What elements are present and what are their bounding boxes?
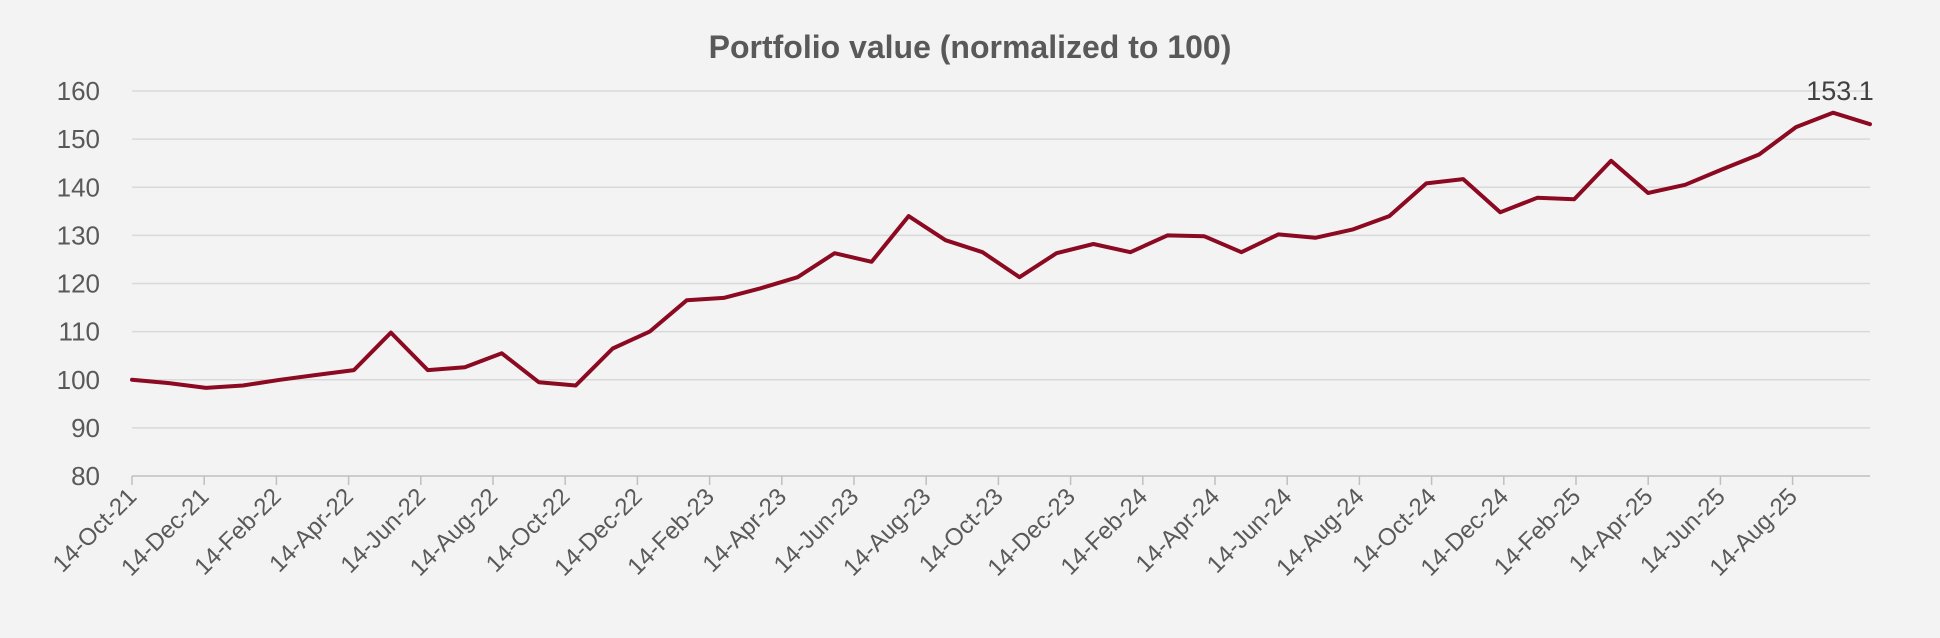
y-tick-label: 100: [57, 365, 100, 395]
end-value-label: 153.1: [1806, 76, 1874, 106]
y-tick-label: 110: [59, 317, 100, 347]
y-tick-label: 90: [71, 413, 100, 443]
y-tick-label: 130: [57, 220, 100, 250]
y-tick-label: 160: [57, 76, 100, 106]
y-axis-tick-labels: 80 90 100 110 120 130 140 150 160: [57, 76, 100, 491]
y-tick-label: 80: [71, 461, 100, 491]
y-tick-label: 140: [57, 172, 100, 202]
gridlines: [132, 90, 1870, 429]
series-layer: [130, 110, 1872, 390]
x-axis: 14-Oct-2114-Dec-2114-Feb-2214-Apr-2214-J…: [48, 475, 1870, 581]
y-tick-label: 150: [57, 124, 100, 154]
y-tick-label: 120: [57, 269, 100, 299]
chart-title: Portfolio value (normalized to 100): [709, 29, 1232, 65]
series-line: [130, 110, 1872, 390]
